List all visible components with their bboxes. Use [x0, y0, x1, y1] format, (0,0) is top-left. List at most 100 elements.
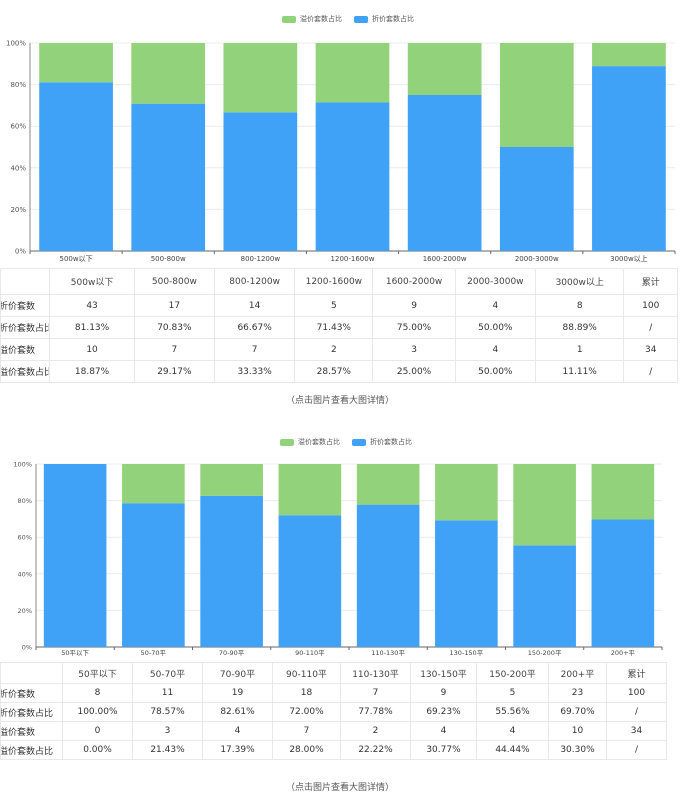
- x-tick-label: 50-70平: [141, 649, 167, 657]
- bar-over-segment: [131, 43, 206, 104]
- bar-under-segment: [356, 504, 420, 647]
- chart-legend: 溢价套数占比 折价套数占比: [280, 437, 412, 447]
- bar-under-segment: [435, 520, 498, 647]
- table-header-cell: 累计: [606, 662, 667, 684]
- bar-under-segment: [513, 545, 576, 647]
- y-tick-label: 100%: [13, 461, 32, 469]
- table-cell: 69.23%: [410, 702, 477, 722]
- bar-over-segment: [39, 43, 113, 83]
- x-tick-label: 130-150平: [450, 649, 484, 657]
- bar-over-segment: [278, 464, 342, 516]
- table-cell: 8: [62, 683, 133, 703]
- bar-under-segment: [278, 515, 342, 647]
- table-header-cell: 50-70平: [132, 662, 203, 684]
- table-cell: 30.77%: [410, 740, 477, 760]
- table-cell: 23: [548, 683, 607, 703]
- stacked-bar-chart-area: 0% 20% 40% 60% 80% 100% 50平以下 50-70平 70-90平 90-11…: [13, 461, 663, 657]
- y-tick-label: 20%: [10, 206, 26, 214]
- data-table-area: 50平以下 50-70平 70-90平 90-110平 110-130平 130-150平…: [0, 662, 667, 760]
- table-cell: 22.22%: [340, 740, 411, 760]
- legend-label-over: 溢价套数占比: [300, 15, 342, 23]
- table-cell: 0: [62, 721, 133, 741]
- legend-item-over[interactable]: 溢价套数占比: [282, 14, 342, 24]
- legend-swatch-over-icon: [280, 438, 294, 446]
- table-cell: 4: [476, 721, 549, 741]
- chart-block-1: 溢价套数占比 折价套数占比 0% 20% 40% 60% 80% 100% 500w以下 50…: [0, 14, 678, 406]
- table-row: 折价套数占比 81.13% 70.83% 66.67% 71.43% 75.00% 50.0…: [0, 316, 678, 339]
- table-cell: 7: [272, 721, 341, 741]
- table-cell: 11: [132, 683, 203, 703]
- legend-swatch-under-icon: [354, 15, 368, 23]
- bar-under-segment: [499, 147, 574, 251]
- table-cell: /: [606, 740, 667, 760]
- table-cell: 72.00%: [272, 702, 341, 722]
- bar-under-segment: [200, 495, 263, 647]
- y-tick-label: 40%: [10, 164, 26, 172]
- table-row: 溢价套数 0 3 4 7 2 4 4 10 34: [0, 721, 667, 741]
- x-tick-label: 1600-2000w: [423, 255, 467, 263]
- x-tick-label: 90-110平: [295, 649, 325, 657]
- bar-over-segment: [200, 464, 263, 496]
- bar-over-segment: [407, 43, 482, 95]
- bar-under-segment: [43, 464, 107, 647]
- legend-label-under: 折价套数占比: [370, 438, 412, 446]
- table-cell: 2: [340, 721, 411, 741]
- legend-item-under[interactable]: 折价套数占比: [352, 437, 412, 447]
- y-tick-label: 80%: [18, 497, 32, 505]
- x-tick-label: 1200-1600w: [331, 255, 375, 263]
- bar-under-segment: [591, 519, 655, 647]
- x-tick-label: 70-90平: [219, 649, 245, 657]
- table-cell: 82.61%: [202, 702, 273, 722]
- x-tick-label: 800-1200w: [241, 255, 281, 263]
- table-row: 折价套数占比 100.00% 78.57% 82.61% 72.00% 77.78% 69.…: [0, 702, 667, 722]
- table-row-label: 溢价套数: [0, 721, 63, 741]
- table-cell: 19: [202, 683, 273, 703]
- table-header-cell: 500w以下: [49, 268, 135, 295]
- x-tick-label: 50平以下: [61, 649, 89, 657]
- x-tick-label: 3000w以上: [610, 254, 648, 263]
- table-cell: 78.57%: [132, 702, 203, 722]
- table-cell: 7: [340, 683, 411, 703]
- table-row-label: 溢价套数占比: [0, 740, 63, 760]
- table-cell: 33.33%: [213, 360, 296, 383]
- bar-over-segment: [122, 464, 185, 504]
- bar-over-segment: [513, 464, 576, 546]
- table-cell: 4: [410, 721, 477, 741]
- x-tick-label: 200+平: [611, 649, 636, 657]
- y-tick-label: 0%: [22, 644, 32, 652]
- table-cell: 34: [606, 721, 667, 741]
- bar-over-segment: [591, 464, 655, 520]
- image-caption[interactable]: （点击图片查看大图详情）: [285, 783, 394, 793]
- bar-over-segment: [499, 43, 574, 147]
- chart-legend: 溢价套数占比 折价套数占比: [282, 14, 414, 24]
- bar-under-segment: [315, 102, 390, 251]
- table-row: 溢价套数占比 18.87% 29.17% 33.33% 28.57% 25.00% 50.0…: [0, 360, 678, 383]
- table-cell: 69.70%: [548, 702, 607, 722]
- data-table-price: 500w以下 500-800w 800-1200w 1200-1600w 1600-20…: [0, 268, 678, 383]
- table-cell: 10: [548, 721, 607, 741]
- legend-item-under[interactable]: 折价套数占比: [354, 14, 414, 24]
- table-cell: 81.13%: [49, 316, 135, 339]
- y-tick-label: 80%: [10, 81, 26, 89]
- table-cell: 4: [202, 721, 273, 741]
- bar-under-segment: [592, 66, 666, 252]
- table-cell: 100.00%: [62, 702, 133, 722]
- table-row: 折价套数 43 17 14 5 9 4 8 100: [0, 294, 678, 317]
- table-header-cell: 1600-2000w: [372, 268, 456, 295]
- image-caption[interactable]: （点击图片查看大图详情）: [285, 396, 394, 406]
- x-tick-label: 500w以下: [60, 255, 93, 263]
- x-tick-label: 500-800w: [151, 255, 186, 263]
- table-row: 溢价套数 10 7 7 2 3 4 1 34: [0, 338, 678, 361]
- table-cell: /: [606, 702, 667, 722]
- table-cell: 77.78%: [340, 702, 411, 722]
- legend-item-over[interactable]: 溢价套数占比: [280, 437, 340, 447]
- table-cell: 0.00%: [62, 740, 133, 760]
- y-tick-label: 0%: [15, 248, 26, 256]
- bar-under-segment: [223, 112, 298, 251]
- table-cell: 18: [272, 683, 341, 703]
- table-row-label: 溢价套数占比: [0, 360, 51, 383]
- y-tick-label: 20%: [18, 607, 32, 615]
- bar-over-segment: [356, 464, 420, 505]
- table-header-cell: 130-150平: [410, 662, 477, 684]
